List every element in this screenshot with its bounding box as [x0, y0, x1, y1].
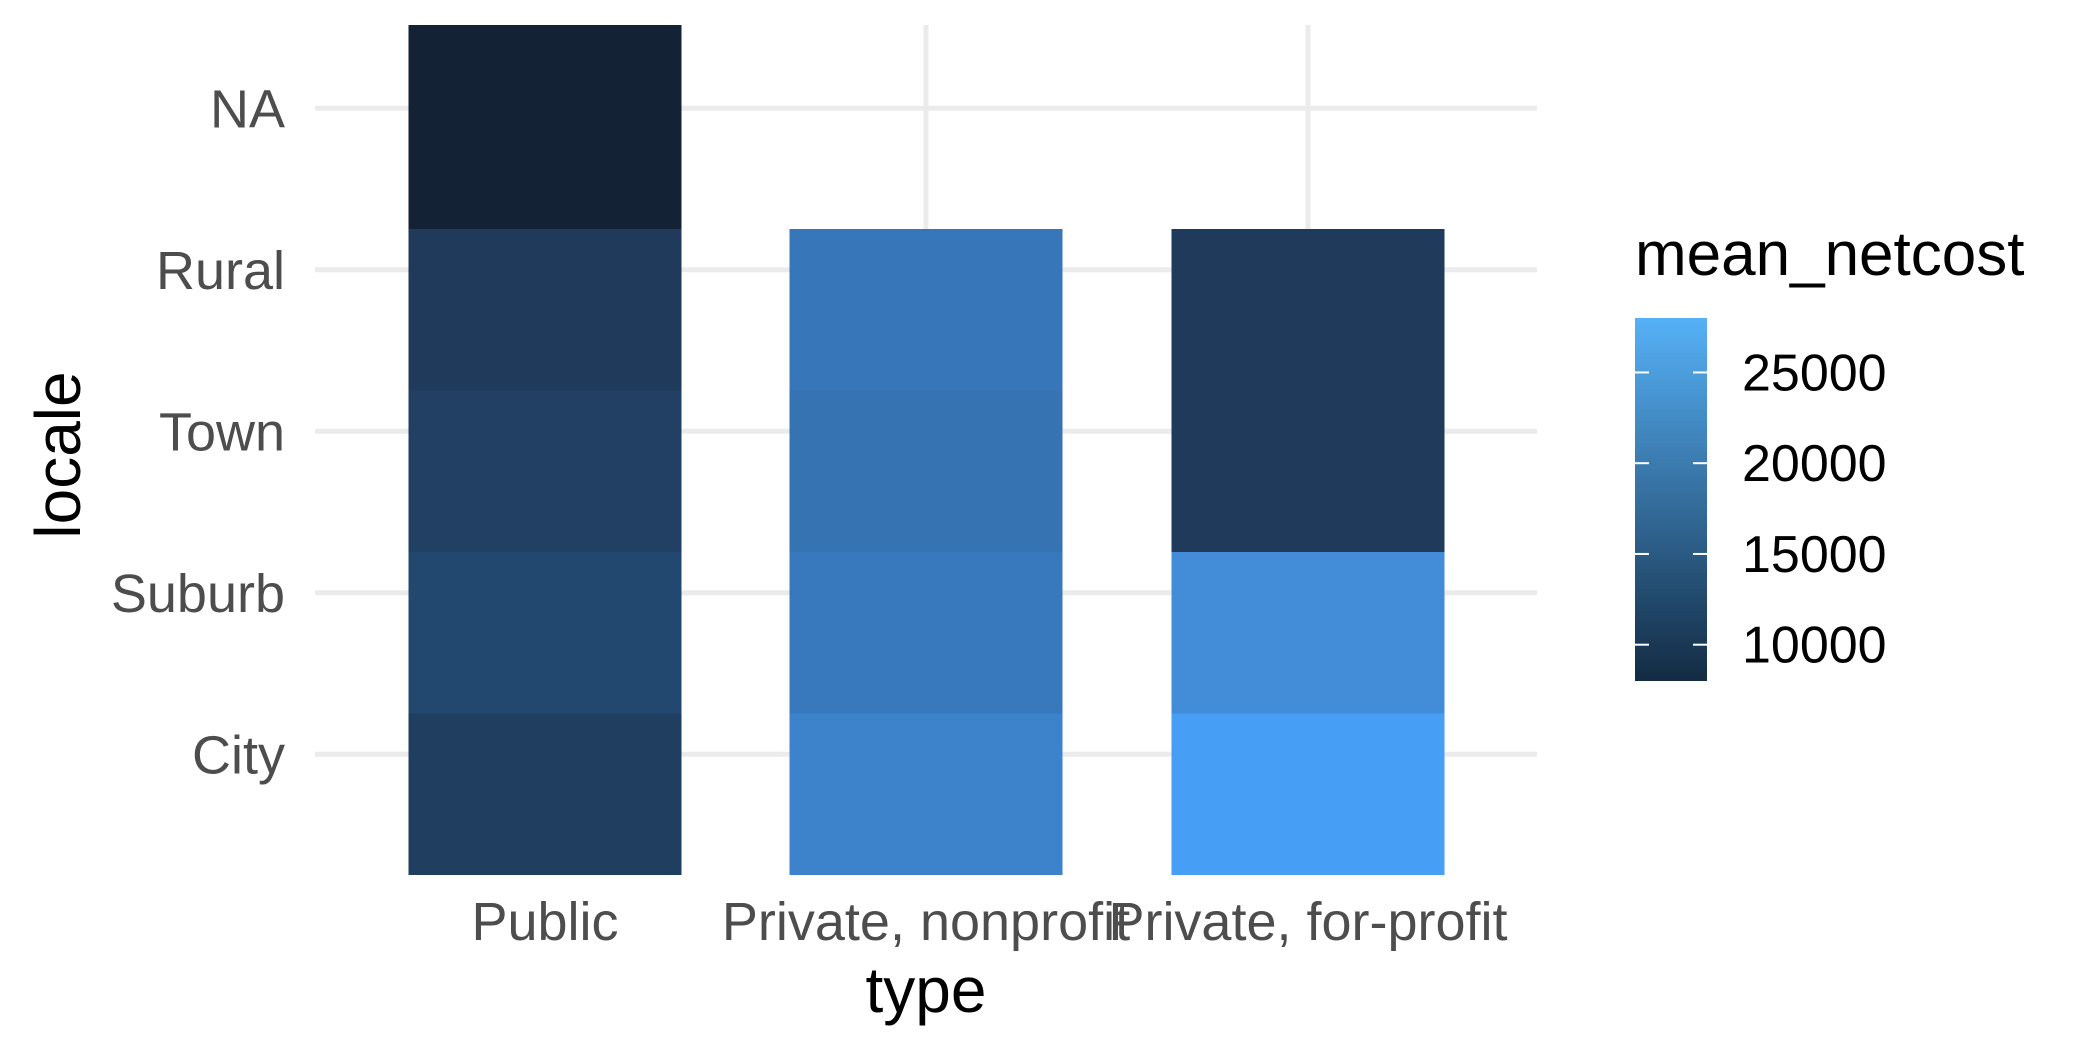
- x-axis-title: type: [866, 954, 987, 1026]
- bar-segment-city: [408, 713, 682, 875]
- y-tick-label: Suburb: [111, 564, 285, 624]
- bar-segment-town: [408, 390, 682, 552]
- bar-segment-city: [789, 713, 1063, 875]
- bar-segment-city: [1171, 713, 1445, 875]
- bar-segment-suburb: [789, 552, 1063, 714]
- legend-tick-label: 15000: [1742, 526, 1887, 584]
- y-axis-title: locale: [22, 371, 94, 538]
- legend-title: mean_netcost: [1635, 220, 2024, 289]
- x-tick-label: Private, nonprofit: [722, 892, 1130, 952]
- bar-segment-suburb: [408, 552, 682, 714]
- legend: mean_netcost 25000 20000 15000 10000: [1635, 220, 2024, 681]
- colorbar: [1635, 318, 1707, 681]
- bar-segment-town: [1171, 390, 1445, 552]
- y-tick-label: Rural: [156, 241, 285, 301]
- bar-segment-suburb: [1171, 552, 1445, 714]
- bar-segment-na: [408, 25, 682, 229]
- x-tick-label: Public: [471, 892, 618, 952]
- bars: [408, 25, 1445, 875]
- bar-segment-rural: [1171, 229, 1445, 391]
- y-tick-label: Town: [159, 402, 285, 462]
- legend-tick-label: 25000: [1742, 344, 1887, 402]
- axes: City Suburb Town Rural NA Public Private, nonp…: [22, 79, 1508, 1026]
- bar-segment-town: [789, 390, 1063, 552]
- y-tick-label: NA: [210, 79, 285, 139]
- legend-tick-label: 20000: [1742, 435, 1887, 493]
- y-tick-label: City: [192, 725, 285, 785]
- bar-segment-rural: [408, 229, 682, 391]
- legend-tick-label: 10000: [1742, 617, 1887, 675]
- bar-segment-rural: [789, 229, 1063, 391]
- x-tick-label: Private, for-profit: [1108, 892, 1507, 952]
